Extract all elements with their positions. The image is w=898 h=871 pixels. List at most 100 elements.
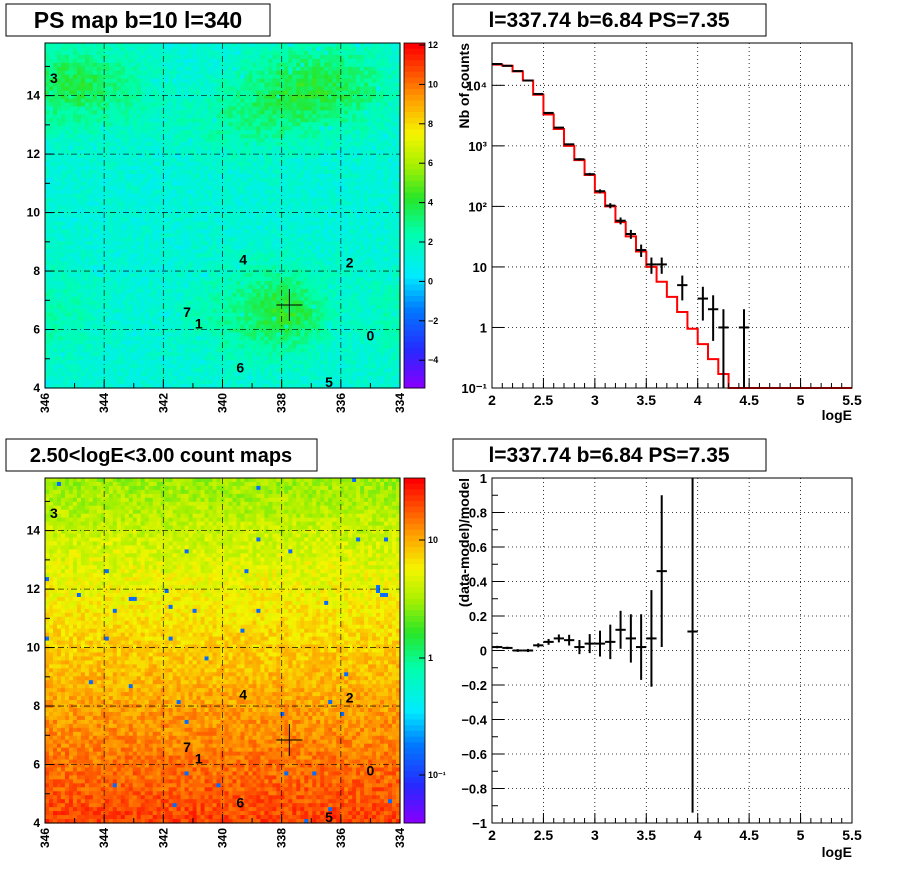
map-cell <box>204 94 210 100</box>
map-cell <box>172 43 178 48</box>
map-cell <box>100 237 106 242</box>
map-cell <box>264 118 269 123</box>
map-cell <box>392 130 397 135</box>
map-cell <box>108 189 114 195</box>
map-cell <box>284 245 289 250</box>
map-cell <box>396 197 401 203</box>
map-cell <box>324 62 329 68</box>
map-cell <box>188 134 194 139</box>
map-cell <box>356 181 361 187</box>
map-cell <box>60 118 66 123</box>
map-cell <box>64 150 70 155</box>
map-cell <box>240 213 246 219</box>
map-cell <box>68 185 74 191</box>
map-cell <box>352 253 357 258</box>
map-cell <box>72 257 78 262</box>
map-cell <box>360 98 365 104</box>
map-cell <box>68 225 74 230</box>
map-cell <box>168 165 174 171</box>
map-cell <box>116 213 122 219</box>
map-cell <box>272 261 277 266</box>
map-cell <box>376 158 381 163</box>
map-cell <box>260 197 265 203</box>
map-cell <box>48 142 54 147</box>
map-cell <box>132 110 138 115</box>
map-cell <box>348 229 353 234</box>
map-cell <box>168 122 174 127</box>
map-cell <box>360 142 365 147</box>
map-cell <box>312 209 317 215</box>
map-cell <box>232 253 238 258</box>
map-cell <box>188 177 194 183</box>
map-cell <box>368 43 373 48</box>
map-cell <box>220 257 226 262</box>
map-cell <box>364 126 369 131</box>
map-cell <box>288 158 293 163</box>
map-cell <box>340 261 345 266</box>
map-cell <box>244 257 250 262</box>
map-cell <box>140 110 146 115</box>
map-cell <box>392 142 397 147</box>
map-cell <box>356 142 361 147</box>
map-cell <box>164 54 170 60</box>
map-cell <box>340 58 345 64</box>
map-cell <box>216 229 222 234</box>
map-cell <box>184 50 190 56</box>
map-cell <box>384 154 389 159</box>
map-cell <box>172 165 178 171</box>
map-cell <box>396 43 401 48</box>
map-cell <box>164 253 170 258</box>
map-cell <box>296 257 301 262</box>
map-cell <box>288 189 293 195</box>
map-cell <box>284 161 289 167</box>
map-cell <box>188 54 194 60</box>
map-cell <box>304 70 309 76</box>
map-cell <box>292 50 297 56</box>
map-cell <box>208 158 214 163</box>
map-cell <box>276 138 281 143</box>
map-cell <box>112 114 118 119</box>
map-cell <box>312 122 317 127</box>
map-cell <box>168 66 174 72</box>
map-cell <box>228 177 234 183</box>
map-cell <box>368 225 373 230</box>
map-cell <box>356 161 361 167</box>
map-cell <box>284 201 289 207</box>
map-cell <box>328 221 333 227</box>
map-cell <box>244 229 250 234</box>
map-cell <box>236 241 242 246</box>
map-cell <box>216 221 222 227</box>
map-cell <box>84 118 90 123</box>
map-cell <box>368 118 373 123</box>
map-cell <box>120 158 126 163</box>
map-cell <box>360 66 365 72</box>
map-cell <box>160 177 166 183</box>
map-cell <box>108 154 114 159</box>
map-cell <box>140 70 146 76</box>
map-cell <box>348 106 353 112</box>
map-cell <box>180 193 186 199</box>
map-cell <box>72 54 78 60</box>
map-cell <box>316 43 321 48</box>
map-cell <box>140 90 146 96</box>
map-cell <box>80 221 86 227</box>
map-cell <box>124 241 130 246</box>
map-cell <box>212 158 218 163</box>
map-cell <box>352 209 357 215</box>
map-cell <box>288 201 293 207</box>
map-cell <box>332 225 337 230</box>
map-cell <box>176 94 182 100</box>
map-cell <box>156 50 162 56</box>
map-cell <box>328 50 333 56</box>
map-cell <box>392 90 397 96</box>
map-cell <box>188 118 194 123</box>
map-cell <box>88 50 94 56</box>
map-cell <box>272 82 277 88</box>
map-cell <box>336 58 341 64</box>
map-cell <box>292 54 297 60</box>
map-cell <box>256 189 261 195</box>
map-cell <box>244 249 250 254</box>
map-cell <box>196 158 202 163</box>
map-cell <box>288 193 293 199</box>
map-cell <box>80 118 86 123</box>
